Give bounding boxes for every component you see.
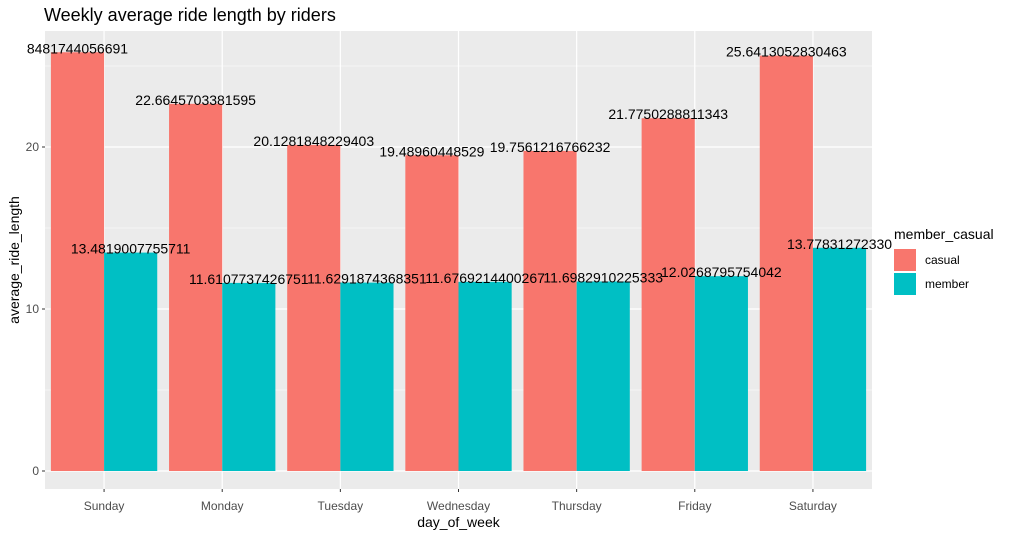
x-tick-label: Tuesday	[318, 499, 364, 513]
x-tick-label: Friday	[678, 499, 711, 513]
legend-item-casual: casual	[894, 248, 994, 272]
legend-title: member_casual	[894, 226, 994, 242]
data-label-casual-sunday: 8481744056691	[27, 40, 128, 56]
legend-label-member: member	[925, 277, 970, 291]
bar-member-thursday	[576, 281, 630, 471]
legend-label-casual: casual	[925, 253, 960, 267]
x-axis-title: day_of_week	[417, 514, 501, 530]
y-tick-label: 20	[26, 140, 40, 154]
data-label-member-wednesday: 11.6769214400267	[425, 270, 545, 286]
chart-title: Weekly average ride length by riders	[44, 5, 336, 25]
x-tick-label: Saturday	[789, 499, 837, 513]
y-axis: 0 10 20	[26, 140, 45, 478]
bar-casual-thursday	[523, 150, 577, 471]
legend-swatch-casual	[894, 249, 916, 271]
bar-member-tuesday	[340, 282, 394, 471]
bar-casual-saturday	[759, 55, 813, 472]
data-label-member-friday: 12.0268795754042	[661, 264, 782, 280]
data-label-member-thursday: 11.6982910225333	[543, 269, 663, 285]
data-label-member-tuesday: 11.6291874368351	[307, 271, 427, 287]
data-label-casual-wednesday: 19.48960448529	[379, 143, 484, 159]
data-label-member-sunday: 13.4819007755711	[71, 241, 191, 257]
bar-member-friday	[694, 276, 748, 471]
y-tick-label: 0	[32, 464, 39, 478]
bar-casual-monday	[169, 103, 223, 472]
data-label-casual-saturday: 25.6413052830463	[726, 44, 847, 60]
data-label-member-monday: 11.6107737426751	[189, 271, 309, 287]
x-tick-label: Thursday	[552, 499, 602, 513]
bar-casual-wednesday	[405, 155, 459, 471]
data-label-member-saturday: 13.77831272330	[787, 236, 892, 252]
data-label-casual-thursday: 19.7561216766232	[490, 139, 611, 155]
legend: member_casual casual member	[894, 226, 994, 296]
bar-member-sunday	[104, 252, 158, 471]
bar-casual-friday	[641, 118, 695, 471]
x-axis: Sunday Monday Tuesday Wednesday Thursday Frid…	[84, 489, 837, 513]
bar-casual-tuesday	[287, 144, 341, 471]
bar-casual-sunday	[50, 52, 105, 471]
data-label-casual-tuesday: 20.1281848229403	[253, 133, 374, 149]
y-axis-title: average_ride_length	[6, 196, 22, 324]
data-label-casual-friday: 21.7750288811343	[608, 106, 728, 122]
data-labels: 8481744056691 22.6645703381595 20.12818482…	[27, 40, 892, 287]
x-tick-label: Wednesday	[427, 499, 490, 513]
bar-member-monday	[222, 282, 276, 471]
bars	[50, 52, 867, 472]
bar-member-wednesday	[458, 281, 512, 471]
data-label-casual-monday: 22.6645703381595	[135, 92, 256, 108]
legend-swatch-member	[894, 273, 916, 295]
bar-member-saturday	[812, 247, 867, 471]
legend-item-member: member	[894, 272, 994, 296]
x-tick-label: Monday	[201, 499, 244, 513]
y-tick-label: 10	[26, 302, 40, 316]
x-tick-label: Sunday	[84, 499, 125, 513]
